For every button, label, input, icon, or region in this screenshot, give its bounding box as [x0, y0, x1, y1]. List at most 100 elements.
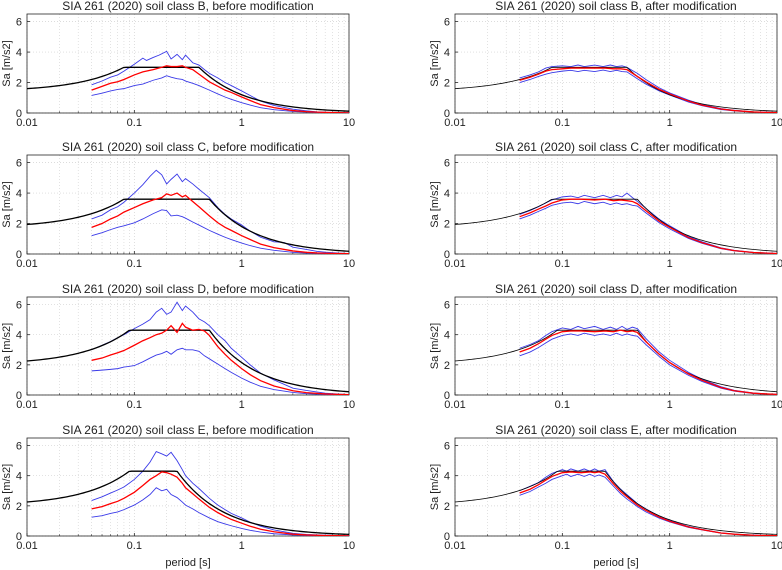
y-tick-label: 2 — [444, 78, 450, 90]
panel-1: 0.01 0.1 1 10 0 2 4 6 SIA 261 (2020) soil class … — [1, 0, 355, 129]
y-tick-label: 6 — [444, 300, 450, 312]
x-tick-label: 1 — [667, 258, 673, 270]
y-tick-label: 4 — [444, 330, 450, 342]
x-tick-label: 0.1 — [127, 399, 142, 411]
y-tick-label: 2 — [16, 78, 22, 90]
series-lower-line — [91, 209, 349, 254]
x-tick-label: 10 — [771, 540, 782, 552]
target-spectrum-line — [455, 66, 777, 112]
y-tick-label: 4 — [444, 471, 450, 483]
y-tick-label: 0 — [16, 249, 22, 261]
series-lower-line — [91, 347, 349, 395]
y-tick-label: 4 — [16, 471, 22, 483]
axes-box — [454, 437, 778, 537]
series-upper-line — [519, 325, 777, 395]
x-tick-label: 1 — [667, 540, 673, 552]
x-tick-label: 1 — [239, 258, 245, 270]
x-tick-label: 1 — [239, 117, 245, 129]
x-tick-label: 0.01 — [16, 258, 37, 270]
series-upper-line — [91, 451, 349, 536]
y-tick-label: 0 — [16, 108, 22, 120]
y-tick-label: 4 — [16, 47, 22, 59]
x-tick-label: 1 — [239, 540, 245, 552]
panel-title: SIA 261 (2020) soil class E, before modi… — [62, 423, 313, 437]
target-spectrum-line — [27, 329, 349, 393]
y-tick-label: 6 — [16, 441, 22, 453]
y-tick-label: 6 — [16, 158, 22, 170]
plot-area — [455, 14, 777, 113]
series-group — [27, 301, 349, 395]
plot-area — [455, 155, 777, 254]
series-lower-line — [91, 487, 349, 536]
axes-box — [26, 437, 350, 537]
x-tick-label: 0.01 — [16, 399, 37, 411]
y-tick-label: 4 — [444, 47, 450, 59]
panel-2: 0.01 0.1 1 10 0 2 4 6 SIA 261 (2020) soil class … — [429, 0, 782, 129]
series-mean-line — [91, 471, 349, 536]
plot-area — [27, 438, 349, 536]
x-tick-label: 0.1 — [555, 399, 570, 411]
axes-box — [454, 296, 778, 396]
target-spectrum-line — [455, 470, 777, 535]
series-upper-line — [91, 301, 349, 395]
series-mean-line — [519, 198, 777, 254]
y-tick-label: 2 — [16, 501, 22, 513]
x-tick-label: 0.1 — [127, 258, 142, 270]
y-axis-label: Sa [m/s2] — [429, 181, 441, 227]
y-axis-label: Sa [m/s2] — [429, 323, 441, 369]
y-tick-label: 4 — [444, 188, 450, 200]
series-upper-line — [91, 50, 349, 113]
y-tick-label: 2 — [444, 360, 450, 372]
axes-box — [26, 13, 350, 114]
y-axis-label: Sa [m/s2] — [1, 181, 13, 227]
target-spectrum-line — [27, 198, 349, 252]
y-tick-label: 2 — [444, 501, 450, 513]
x-tick-label: 10 — [771, 258, 782, 270]
x-tick-label: 10 — [343, 540, 355, 552]
x-tick-label: 10 — [343, 117, 355, 129]
y-axis-label: Sa [m/s2] — [429, 40, 441, 86]
series-upper-line — [91, 169, 349, 254]
y-axis-label: Sa [m/s2] — [1, 323, 13, 369]
y-tick-label: 6 — [16, 17, 22, 29]
plot-area — [455, 297, 777, 395]
y-axis-label: Sa [m/s2] — [1, 40, 13, 86]
y-tick-label: 0 — [444, 249, 450, 261]
x-tick-label: 0.01 — [444, 117, 465, 129]
series-mean-line — [519, 67, 777, 113]
panel-title: SIA 261 (2020) soil class B, after modif… — [495, 0, 736, 13]
target-spectrum-line — [455, 329, 777, 393]
series-group — [27, 50, 349, 113]
plot-area — [27, 297, 349, 395]
y-tick-label: 2 — [16, 360, 22, 372]
axes-box — [26, 296, 350, 396]
panel-title: SIA 261 (2020) soil class D, before modi… — [62, 282, 314, 296]
x-tick-label: 0.01 — [444, 399, 465, 411]
panel-title: SIA 261 (2020) soil class B, before modi… — [62, 0, 313, 13]
x-tick-label: 0.1 — [127, 117, 142, 129]
series-mean-line — [519, 329, 777, 395]
y-tick-label: 0 — [444, 390, 450, 402]
x-tick-label: 1 — [667, 399, 673, 411]
series-lower-line — [91, 75, 349, 113]
axes-box — [454, 13, 778, 114]
x-tick-label: 0.1 — [127, 540, 142, 552]
target-spectrum-line — [27, 66, 349, 112]
grid — [454, 297, 778, 396]
x-axis-label: period [s] — [593, 557, 638, 569]
y-tick-label: 0 — [16, 531, 22, 543]
axes-box — [454, 154, 778, 255]
panel-8: 0.01 0.1 1 10 0 2 4 6 SIA 261 (2020) soil class … — [429, 423, 782, 569]
panel-title: SIA 261 (2020) soil class E, after modif… — [495, 423, 736, 437]
y-tick-label: 2 — [16, 219, 22, 231]
plot-area — [27, 14, 349, 113]
x-tick-label: 1 — [239, 399, 245, 411]
plot-area — [27, 155, 349, 254]
y-axis-label: Sa [m/s2] — [429, 464, 441, 510]
x-tick-label: 0.1 — [555, 540, 570, 552]
y-tick-label: 4 — [16, 188, 22, 200]
y-tick-label: 0 — [444, 108, 450, 120]
y-axis-label: Sa [m/s2] — [1, 464, 13, 510]
